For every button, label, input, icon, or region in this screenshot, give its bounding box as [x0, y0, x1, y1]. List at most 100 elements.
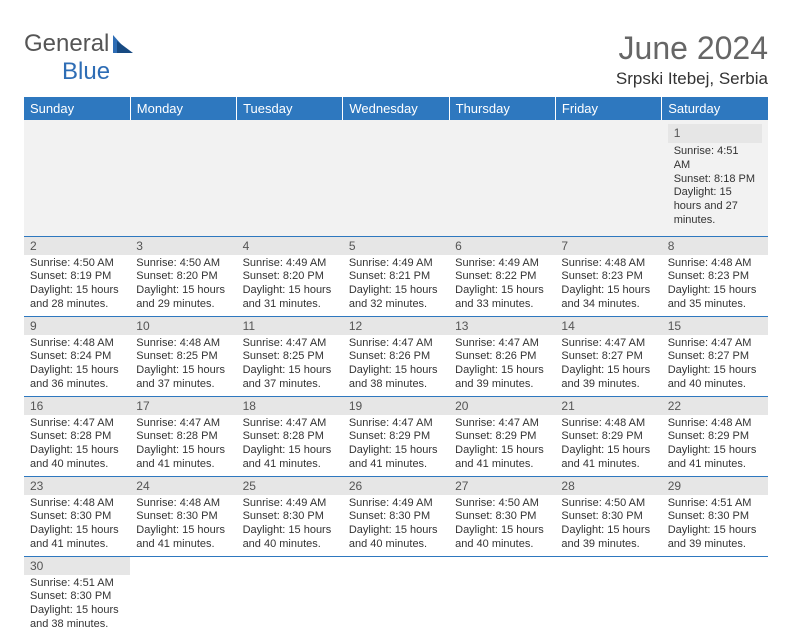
day-details: Sunrise: 4:51 AMSunset: 8:30 PMDaylight:…: [24, 575, 130, 636]
calendar-day-empty: [555, 556, 661, 636]
day-number: 26: [343, 477, 449, 495]
day-details: Sunrise: 4:49 AMSunset: 8:20 PMDaylight:…: [237, 255, 343, 316]
calendar-day: 3Sunrise: 4:50 AMSunset: 8:20 PMDaylight…: [130, 236, 236, 316]
day-details: Sunrise: 4:47 AMSunset: 8:28 PMDaylight:…: [237, 415, 343, 476]
calendar-day: 18Sunrise: 4:47 AMSunset: 8:28 PMDayligh…: [237, 396, 343, 476]
day-details: Sunrise: 4:51 AMSunset: 8:18 PMDaylight:…: [668, 143, 762, 232]
day-details: Sunrise: 4:47 AMSunset: 8:29 PMDaylight:…: [343, 415, 449, 476]
calendar-day: 4Sunrise: 4:49 AMSunset: 8:20 PMDaylight…: [237, 236, 343, 316]
day-number: 12: [343, 317, 449, 335]
calendar-day-empty: [343, 120, 449, 236]
day-details: Sunrise: 4:48 AMSunset: 8:29 PMDaylight:…: [555, 415, 661, 476]
day-details: Sunrise: 4:49 AMSunset: 8:22 PMDaylight:…: [449, 255, 555, 316]
day-details: Sunrise: 4:48 AMSunset: 8:23 PMDaylight:…: [555, 255, 661, 316]
calendar-week: 16 Sunrise: 4:47 AMSunset: 8:28 PMDayligh…: [24, 396, 768, 476]
calendar-week: 2Sunrise: 4:50 AMSunset: 8:19 PMDaylight…: [24, 236, 768, 316]
day-number: 9: [24, 317, 130, 335]
day-details: Sunrise: 4:50 AMSunset: 8:20 PMDaylight:…: [130, 255, 236, 316]
day-details: Sunrise: 4:47 AMSunset: 8:27 PMDaylight:…: [555, 335, 661, 396]
day-number: 25: [237, 477, 343, 495]
day-number: 18: [237, 397, 343, 415]
day-number: 2: [24, 237, 130, 255]
day-number: 3: [130, 237, 236, 255]
day-number: 23: [24, 477, 130, 495]
weekday-header: Friday: [555, 97, 661, 120]
weekday-header: Monday: [130, 97, 236, 120]
weekday-header: Saturday: [662, 97, 768, 120]
day-details: Sunrise: 4:50 AMSunset: 8:19 PMDaylight:…: [24, 255, 130, 316]
calendar-day: 17Sunrise: 4:47 AMSunset: 8:28 PMDayligh…: [130, 396, 236, 476]
day-number: 22: [662, 397, 768, 415]
page-title: June 2024: [616, 30, 768, 67]
calendar-day: 29Sunrise: 4:51 AMSunset: 8:30 PMDayligh…: [662, 476, 768, 556]
calendar-day-empty: [555, 120, 661, 236]
day-number: 1: [668, 124, 762, 143]
calendar-day: 2Sunrise: 4:50 AMSunset: 8:19 PMDaylight…: [24, 236, 130, 316]
location: Srpski Itebej, Serbia: [616, 69, 768, 89]
day-number: 29: [662, 477, 768, 495]
calendar-day-empty: [237, 556, 343, 636]
day-details: Sunrise: 4:48 AMSunset: 8:30 PMDaylight:…: [130, 495, 236, 556]
day-number: 6: [449, 237, 555, 255]
day-number: 8: [662, 237, 768, 255]
day-number: 20: [449, 397, 555, 415]
calendar-day: 7Sunrise: 4:48 AMSunset: 8:23 PMDaylight…: [555, 236, 661, 316]
day-details: Sunrise: 4:50 AMSunset: 8:30 PMDaylight:…: [555, 495, 661, 556]
calendar-day-empty: [343, 556, 449, 636]
calendar-day-empty: [237, 120, 343, 236]
weekday-header: Tuesday: [237, 97, 343, 120]
calendar-day: 27Sunrise: 4:50 AMSunset: 8:30 PMDayligh…: [449, 476, 555, 556]
calendar-day: 5Sunrise: 4:49 AMSunset: 8:21 PMDaylight…: [343, 236, 449, 316]
header: General June 2024 Srpski Itebej, Serbia: [24, 30, 768, 89]
day-number: 7: [555, 237, 661, 255]
day-details: Sunrise: 4:47 AMSunset: 8:25 PMDaylight:…: [237, 335, 343, 396]
day-number: 14: [555, 317, 661, 335]
calendar-week: 9Sunrise: 4:48 AMSunset: 8:24 PMDaylight…: [24, 316, 768, 396]
calendar-week: 23Sunrise: 4:48 AMSunset: 8:30 PMDayligh…: [24, 476, 768, 556]
weekday-header-row: SundayMondayTuesdayWednesdayThursdayFrid…: [24, 97, 768, 120]
sail-icon: [111, 33, 137, 55]
calendar-day-empty: [130, 120, 236, 236]
calendar-day: 25Sunrise: 4:49 AMSunset: 8:30 PMDayligh…: [237, 476, 343, 556]
calendar-day-empty: [449, 120, 555, 236]
calendar-day: 22Sunrise: 4:48 AMSunset: 8:29 PMDayligh…: [662, 396, 768, 476]
calendar-day: 26Sunrise: 4:49 AMSunset: 8:30 PMDayligh…: [343, 476, 449, 556]
day-number: 10: [130, 317, 236, 335]
day-number: 11: [237, 317, 343, 335]
calendar-day: 1Sunrise: 4:51 AMSunset: 8:18 PMDaylight…: [662, 120, 768, 236]
day-number: 16: [24, 397, 130, 415]
calendar-day: 20Sunrise: 4:47 AMSunset: 8:29 PMDayligh…: [449, 396, 555, 476]
day-number: 27: [449, 477, 555, 495]
day-number: 5: [343, 237, 449, 255]
day-details: Sunrise: 4:51 AMSunset: 8:30 PMDaylight:…: [662, 495, 768, 556]
calendar-day: 23Sunrise: 4:48 AMSunset: 8:30 PMDayligh…: [24, 476, 130, 556]
calendar-day: 10Sunrise: 4:48 AMSunset: 8:25 PMDayligh…: [130, 316, 236, 396]
calendar-day: 15Sunrise: 4:47 AMSunset: 8:27 PMDayligh…: [662, 316, 768, 396]
calendar-table: SundayMondayTuesdayWednesdayThursdayFrid…: [24, 97, 768, 636]
day-number: 21: [555, 397, 661, 415]
calendar-day: 30Sunrise: 4:51 AMSunset: 8:30 PMDayligh…: [24, 556, 130, 636]
day-number: 19: [343, 397, 449, 415]
calendar-day-empty: [449, 556, 555, 636]
day-details: Sunrise: 4:48 AMSunset: 8:25 PMDaylight:…: [130, 335, 236, 396]
calendar-day: 8Sunrise: 4:48 AMSunset: 8:23 PMDaylight…: [662, 236, 768, 316]
day-number: 17: [130, 397, 236, 415]
calendar-day: 6Sunrise: 4:49 AMSunset: 8:22 PMDaylight…: [449, 236, 555, 316]
calendar-day: 9Sunrise: 4:48 AMSunset: 8:24 PMDaylight…: [24, 316, 130, 396]
day-details: Sunrise: 4:48 AMSunset: 8:29 PMDaylight:…: [662, 415, 768, 476]
day-details: Sunrise: 4:47 AMSunset: 8:27 PMDaylight:…: [662, 335, 768, 396]
calendar-day-empty: [24, 120, 130, 236]
day-details: Sunrise: 4:48 AMSunset: 8:23 PMDaylight:…: [662, 255, 768, 316]
calendar-day: 21Sunrise: 4:48 AMSunset: 8:29 PMDayligh…: [555, 396, 661, 476]
calendar-day-empty: [662, 556, 768, 636]
calendar-day: 13Sunrise: 4:47 AMSunset: 8:26 PMDayligh…: [449, 316, 555, 396]
logo-text-1: General: [24, 30, 109, 58]
calendar-day-empty: [130, 556, 236, 636]
day-details: Sunrise: 4:49 AMSunset: 8:21 PMDaylight:…: [343, 255, 449, 316]
day-details: Sunrise: 4:49 AMSunset: 8:30 PMDaylight:…: [237, 495, 343, 556]
day-number: 30: [24, 557, 130, 575]
calendar-day: 24Sunrise: 4:48 AMSunset: 8:30 PMDayligh…: [130, 476, 236, 556]
calendar-week: 30Sunrise: 4:51 AMSunset: 8:30 PMDayligh…: [24, 556, 768, 636]
day-details: Sunrise: 4:50 AMSunset: 8:30 PMDaylight:…: [449, 495, 555, 556]
calendar-day: 11Sunrise: 4:47 AMSunset: 8:25 PMDayligh…: [237, 316, 343, 396]
